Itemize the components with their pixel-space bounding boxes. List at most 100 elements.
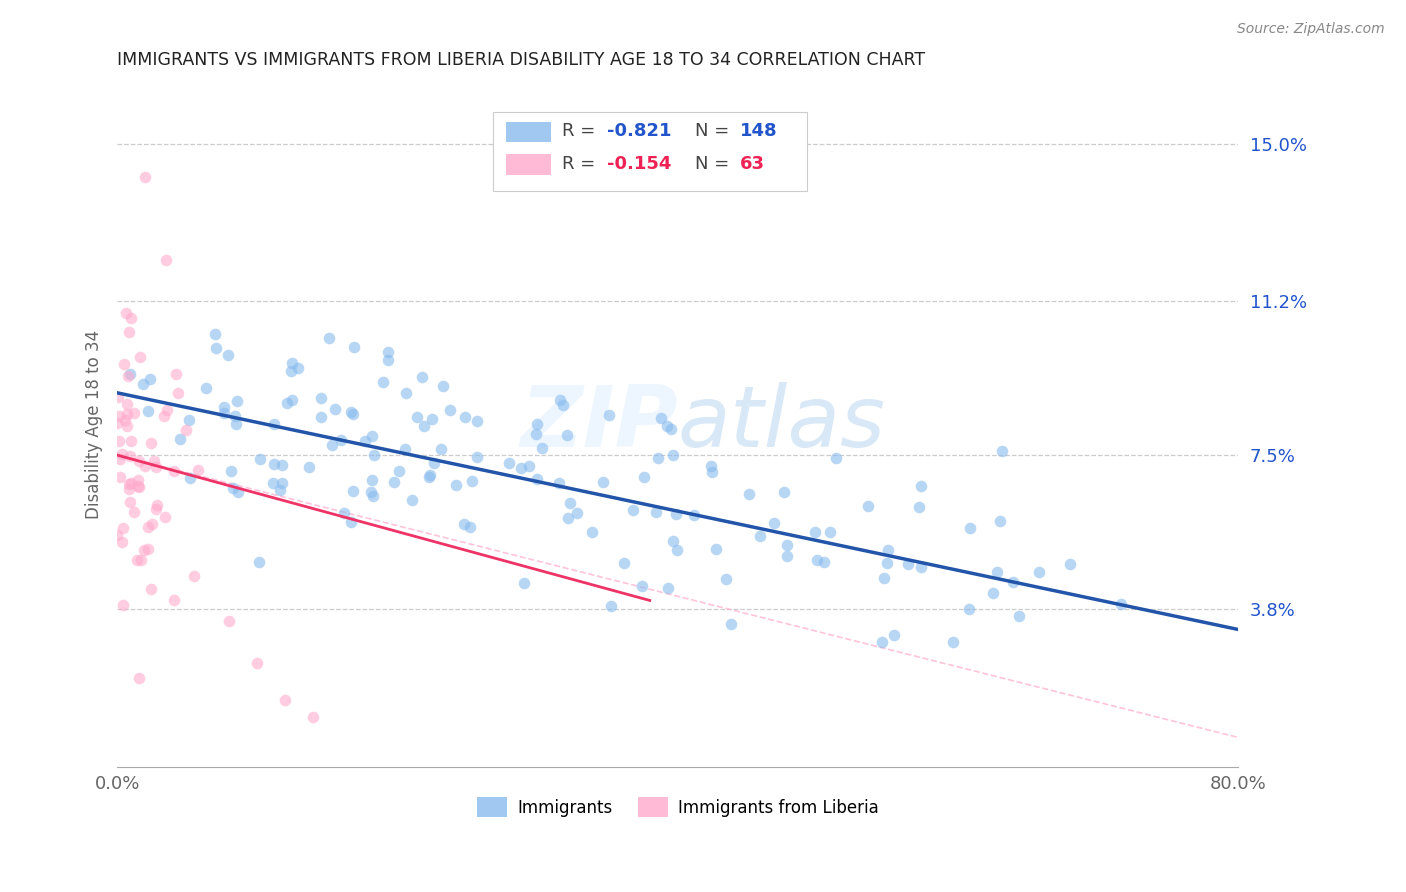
Point bbox=[453, 410, 475, 425]
Point bbox=[377, 352, 399, 367]
Point bbox=[107, 416, 129, 430]
Point bbox=[217, 348, 239, 362]
Point bbox=[558, 496, 581, 510]
Point bbox=[813, 555, 835, 569]
Point bbox=[762, 516, 785, 530]
Point bbox=[186, 463, 208, 477]
Point bbox=[659, 422, 682, 436]
Point bbox=[274, 693, 297, 707]
Point bbox=[806, 553, 828, 567]
Point bbox=[118, 326, 141, 340]
Y-axis label: Disability Age 18 to 34: Disability Age 18 to 34 bbox=[86, 329, 103, 518]
Point bbox=[498, 456, 520, 470]
Point bbox=[714, 572, 737, 586]
Point bbox=[214, 401, 236, 415]
Point bbox=[194, 381, 217, 395]
Point bbox=[526, 472, 548, 486]
Point bbox=[134, 459, 156, 474]
Point bbox=[423, 456, 446, 470]
Point bbox=[870, 634, 893, 648]
Point bbox=[145, 459, 167, 474]
Point bbox=[218, 614, 240, 628]
Point bbox=[411, 370, 433, 384]
Point bbox=[406, 409, 429, 424]
Point bbox=[162, 464, 184, 478]
Point bbox=[120, 495, 142, 509]
Point bbox=[458, 520, 481, 534]
Point bbox=[361, 489, 384, 503]
Point bbox=[128, 350, 150, 364]
Point bbox=[298, 460, 321, 475]
Point bbox=[1028, 565, 1050, 579]
Point bbox=[183, 568, 205, 582]
Point bbox=[134, 169, 156, 184]
Point bbox=[513, 576, 536, 591]
Point bbox=[631, 579, 654, 593]
Point bbox=[665, 543, 688, 558]
Point bbox=[179, 471, 201, 485]
Point bbox=[418, 470, 440, 484]
Point bbox=[453, 516, 475, 531]
Point bbox=[877, 543, 900, 558]
Point bbox=[413, 419, 436, 434]
Point bbox=[824, 451, 846, 466]
Point bbox=[226, 484, 249, 499]
Point bbox=[118, 367, 141, 381]
Point bbox=[128, 672, 150, 686]
Point bbox=[249, 451, 271, 466]
Point bbox=[118, 483, 141, 497]
Point bbox=[141, 582, 163, 596]
Point bbox=[117, 407, 139, 421]
Point bbox=[548, 476, 571, 491]
Text: atlas: atlas bbox=[678, 383, 886, 466]
Point bbox=[340, 515, 363, 529]
Point bbox=[461, 474, 484, 488]
Point bbox=[225, 393, 247, 408]
Point bbox=[510, 461, 533, 475]
Legend: Immigrants, Immigrants from Liberia: Immigrants, Immigrants from Liberia bbox=[471, 790, 884, 823]
Point bbox=[120, 434, 142, 449]
Point bbox=[581, 524, 603, 539]
Point bbox=[361, 473, 384, 487]
Point bbox=[120, 311, 142, 326]
Point bbox=[115, 418, 138, 433]
Point bbox=[136, 404, 159, 418]
Point bbox=[340, 405, 363, 419]
Point bbox=[141, 517, 163, 532]
Point bbox=[647, 450, 669, 465]
Point bbox=[107, 390, 129, 404]
Point bbox=[420, 412, 443, 426]
Point bbox=[124, 505, 146, 519]
Point bbox=[128, 480, 150, 494]
Point bbox=[143, 454, 166, 468]
Point bbox=[429, 442, 451, 457]
Point bbox=[599, 599, 621, 613]
Point bbox=[281, 393, 304, 408]
Point bbox=[394, 442, 416, 456]
Point bbox=[524, 426, 547, 441]
Point bbox=[517, 458, 540, 473]
Point bbox=[342, 407, 364, 421]
Point bbox=[432, 379, 454, 393]
Text: -0.154: -0.154 bbox=[607, 154, 672, 172]
Text: 148: 148 bbox=[740, 122, 778, 140]
Point bbox=[986, 566, 1008, 580]
Point bbox=[131, 377, 153, 392]
Point bbox=[720, 617, 742, 632]
Point bbox=[530, 442, 553, 456]
Point bbox=[309, 410, 332, 425]
Point bbox=[776, 549, 799, 563]
Point bbox=[212, 406, 235, 420]
Text: -0.821: -0.821 bbox=[607, 122, 672, 140]
Point bbox=[302, 710, 325, 724]
Point bbox=[910, 560, 932, 574]
Point bbox=[115, 306, 138, 320]
Point bbox=[269, 483, 291, 498]
Point bbox=[112, 599, 135, 613]
Point bbox=[155, 252, 177, 267]
Point bbox=[465, 450, 488, 465]
Point bbox=[333, 506, 356, 520]
Point bbox=[354, 434, 377, 448]
Point bbox=[219, 464, 242, 478]
Point bbox=[856, 500, 879, 514]
